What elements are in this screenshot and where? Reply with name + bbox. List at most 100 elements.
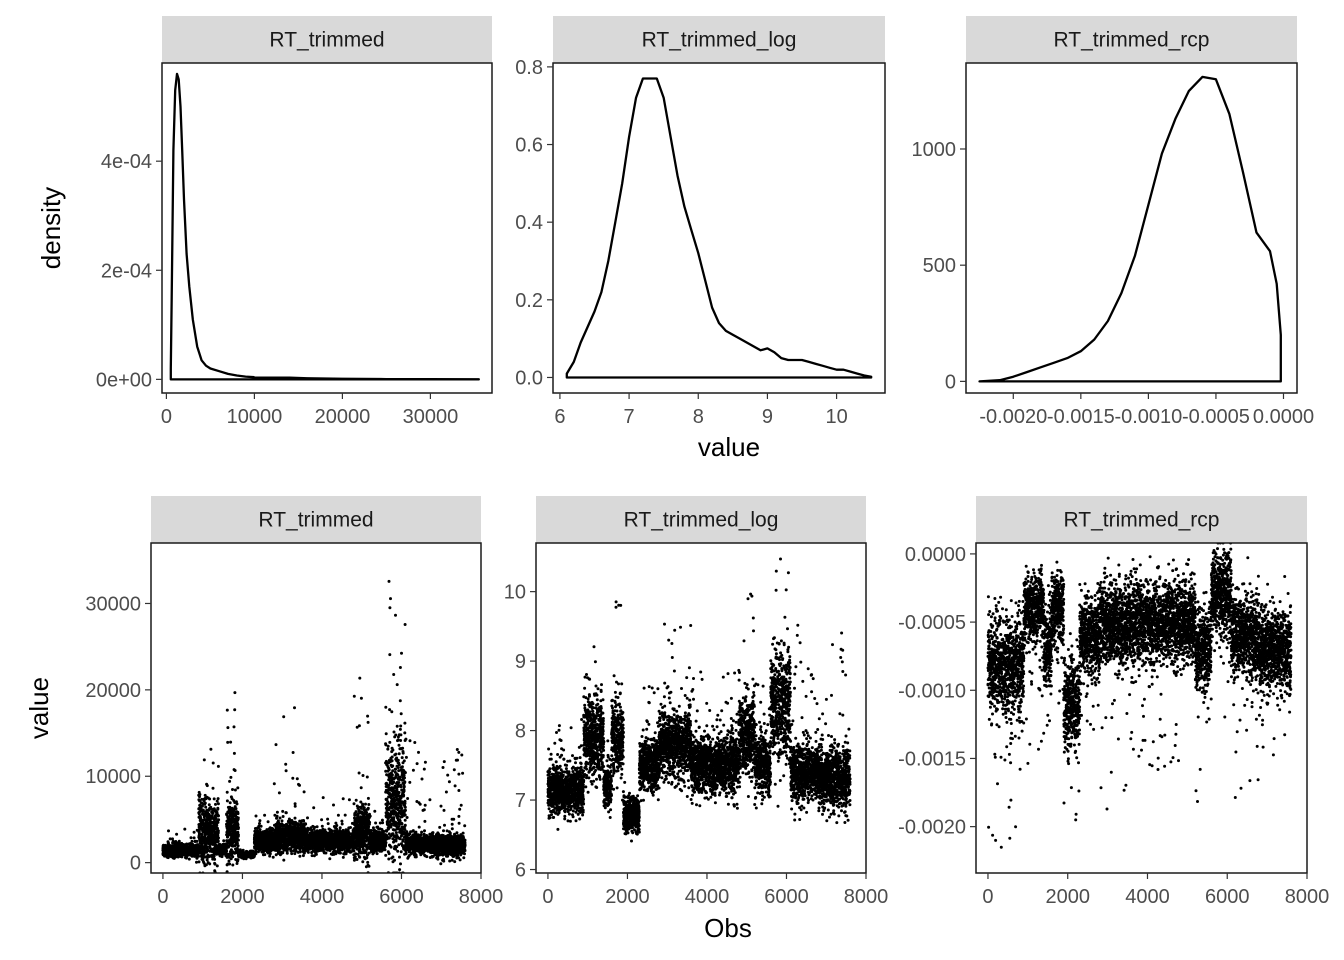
y-tick-label: 0 [945,371,956,393]
scatter-point [278,816,282,820]
data-layer [978,75,1282,383]
scatter-point [227,859,231,863]
x-tick-label: -0.0015 [1047,406,1115,428]
data-layer [169,72,480,381]
scatter-point [235,802,239,806]
x-tick-label: -0.0010 [1114,406,1182,428]
scatter-point [216,802,220,806]
scatter-point [192,830,196,834]
scatter-point [236,816,240,820]
scatter-point [268,852,272,856]
scatter-point [195,860,198,864]
scatter-point [192,836,196,840]
scatter-point [230,806,234,810]
scatter-point [217,818,221,822]
scatter-point [284,769,288,773]
scatter-point [212,797,216,801]
scatter-point [263,813,267,817]
y-tick-label: 0.4 [515,212,543,234]
scatter-point [236,844,240,848]
scatter-point [355,858,359,861]
x-tick-label: 0 [161,406,172,428]
scatter-point [302,790,306,794]
scatter-point [233,708,237,712]
scatter-point [340,819,344,823]
facet-strip-label: RT_trimmed [258,509,373,532]
scatter-point [195,856,199,860]
scatter-point [214,817,218,820]
scatter-point [295,777,299,781]
scatter-point [214,802,217,806]
scatter-point [236,838,240,842]
scatter-point [301,854,305,858]
scatter-point [216,829,220,833]
scatter-point [205,808,209,812]
scatter-point [266,820,270,824]
scatter-point [226,726,230,730]
y-tick-label: 500 [923,255,956,277]
scatter-point [353,855,357,859]
scatter-point [228,801,232,805]
scatter-point [236,830,240,834]
scatter-point [274,743,278,747]
scatter-point [290,852,294,856]
scatter-point [204,805,208,809]
scatter-point [208,797,212,801]
scatter-point [258,828,262,832]
scatter-point [330,829,334,833]
scatter-point [225,708,229,712]
scatter-point [231,788,234,791]
scatter-point [215,864,219,868]
scatter-point [211,761,215,765]
scatter-point [228,862,232,866]
scatter-point [205,858,209,862]
scatter-point [168,837,172,841]
scatter-point [216,806,220,810]
y-tick-label: 0.8 [515,57,543,79]
x-axis-title: value [698,432,760,462]
scatter-point [209,747,213,751]
scatter-point [211,811,215,815]
x-tick-label: 10000 [227,406,283,428]
x-tick-label: 8 [693,406,704,428]
scatter-point [217,836,220,840]
facet-strip-label: RT_trimmed_rcp [1054,29,1210,52]
scatter-point [254,814,258,818]
scatter-point [272,782,276,786]
scatter-point [281,815,285,818]
scatter-point [229,775,233,779]
scatter-point [326,822,330,826]
scatter-point [275,810,279,814]
scatter-point [277,791,281,795]
scatter-point [198,793,202,796]
scatter-point [233,788,237,792]
x-tick-label: 0.0000 [1253,406,1314,428]
scatter-point [263,853,267,857]
scatter-point [215,799,219,803]
scatter-point [225,799,229,803]
x-tick-label: 7 [624,406,635,428]
scatter-point [231,820,235,824]
scatter-point [231,863,235,867]
scatter-point [202,758,206,762]
scatter-point [306,850,310,854]
scatter-point [229,740,233,744]
y-tick-label: 2e-04 [101,260,152,282]
scatter-point [217,814,220,818]
x-tick-label: -0.0005 [1182,406,1250,428]
y-tick-label: 0.0 [515,367,543,389]
y-axis-title: density [36,187,66,269]
scatter-point [236,826,240,830]
scatter-point [271,855,275,859]
x-tick-label: 20000 [315,406,371,428]
x-tick-label: 10 [825,406,847,428]
x-tick-label: -0.0020 [979,406,1047,428]
scatter-point [200,804,204,808]
scatter-point [352,849,356,853]
scatter-point [167,829,170,833]
scatter-point [195,839,199,843]
scatter-point [338,826,342,830]
